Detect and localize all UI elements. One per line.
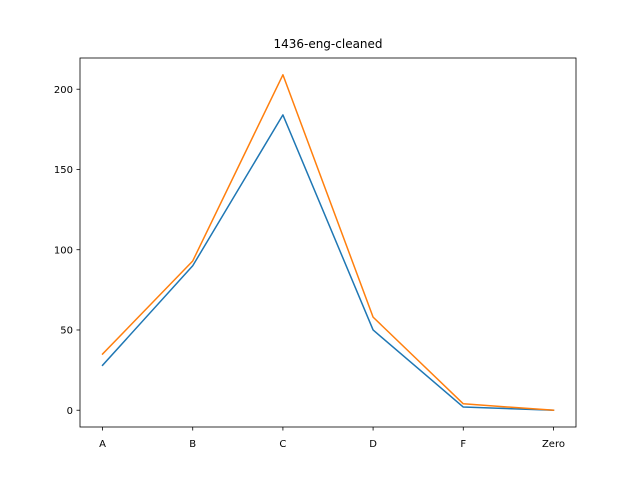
- x-tick-label: B: [189, 439, 196, 450]
- x-axis: A B C D F Zero: [99, 427, 565, 450]
- x-tick-label: C: [279, 439, 286, 450]
- chart-title: 1436-eng-cleaned: [273, 37, 382, 51]
- x-tick-label: D: [369, 439, 377, 450]
- series-2-line: [101, 74, 555, 412]
- x-tick-label: A: [99, 439, 106, 450]
- y-tick-label: 150: [54, 165, 73, 176]
- series-1-line: [101, 114, 555, 412]
- y-tick-label: 200: [54, 85, 73, 96]
- y-tick-label: 0: [67, 406, 73, 417]
- y-tick-label: 50: [60, 326, 73, 337]
- x-tick-label: F: [460, 439, 466, 450]
- plot-frame: [79, 57, 577, 428]
- x-tick-label: Zero: [542, 439, 565, 450]
- y-tick-label: 100: [54, 245, 73, 256]
- series-layer: [101, 74, 555, 412]
- y-axis: 0 50 100 150 200: [54, 85, 80, 417]
